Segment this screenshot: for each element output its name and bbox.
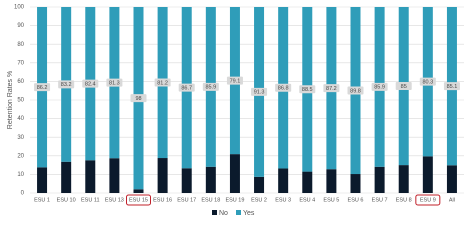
bar-segment [326,169,337,193]
data-label: 86.7 [181,85,192,91]
bar-segment [229,154,240,193]
data-label: 81.3 [109,80,120,86]
bar-segment [61,161,72,193]
legend-label: No [219,210,228,217]
data-label: 85 [401,84,407,90]
y-tick-label: 30 [17,135,24,141]
y-tick-label: 10 [17,172,24,178]
data-label-box [58,80,75,89]
legend-swatch [236,210,241,215]
data-label-box [395,82,412,91]
y-tick-label: 70 [17,60,24,66]
bar-segment [398,165,409,193]
bar-segment [133,189,144,193]
bar-segment [278,168,289,193]
x-tick-label: ESU 8 [396,197,412,203]
legend-label: Yes [243,210,255,217]
x-tick-label: ESU 4 [299,197,315,203]
data-label: 86.2 [37,85,48,91]
y-axis-label: Retention Rates % [7,71,14,129]
data-label: 89.8 [350,88,361,94]
data-label-box [443,82,460,91]
x-tick-label: ESU 19 [225,197,244,203]
data-label-box [82,79,99,88]
data-label: 86.8 [278,85,289,91]
data-label: 83.2 [61,82,72,88]
x-tick-label: ESU 9 [420,197,436,203]
highlight-box [415,194,441,206]
data-label-box [323,84,340,93]
data-label-box [419,77,436,86]
data-label: 79.1 [230,78,241,84]
x-tick-label: ESU 7 [372,197,388,203]
y-tick-label: 60 [17,79,24,85]
y-tick-label: 80 [17,42,24,48]
data-label-box [251,87,268,96]
data-label-box [106,78,123,87]
data-label-box [202,82,219,91]
data-label-box [130,94,147,103]
data-label-box [299,85,316,94]
chart: Retention Rates % 0 10 20 30 40 50 60 70 80 90 100… [7,5,464,217]
y-tick-label: 90 [17,23,24,29]
x-tick-label: ESU 16 [153,197,172,203]
bar-segment [254,176,265,193]
bar-segment [37,167,48,193]
data-label-box [34,83,51,92]
bar-segment [422,156,433,193]
data-label-box [275,83,292,92]
data-label: 85.9 [374,85,385,91]
highlight-box [126,194,151,206]
x-tick-label: ESU 3 [275,197,291,203]
x-tick-label: ESU 6 [348,197,364,203]
data-label: 85.9 [205,85,216,91]
x-tick-label: ESU 5 [323,197,339,203]
bar-segment [374,166,385,193]
data-label-box [178,83,195,92]
data-label: 98 [135,96,141,102]
data-label: 81.2 [157,80,168,86]
y-tick-label: 20 [17,153,24,159]
data-label: 80.3 [422,79,433,85]
bar-segment [302,171,313,193]
x-tick-label: ESU 1 [34,197,50,203]
x-tick-label: ESU 13 [105,197,124,203]
bar-segment [350,174,361,193]
y-tick-label: 100 [14,5,25,11]
bar-segment [109,158,120,193]
x-tick-label: ESU 18 [201,197,220,203]
data-label-box [347,86,364,95]
bar-segment [85,160,96,193]
data-label: 85.1 [447,84,458,90]
data-label: 82.4 [85,81,96,87]
bar-segment [181,168,192,193]
x-tick-label: ESU 15 [129,197,148,203]
y-tick-label: 0 [21,191,25,197]
legend-swatch [212,210,217,215]
data-label: 87.2 [326,86,337,92]
x-tick-label: ESU 11 [81,197,100,203]
bar-segment [157,158,168,193]
bar-segment [446,165,457,193]
data-label: 88.5 [302,87,313,93]
bar-segment [205,166,216,193]
y-tick-label: 40 [17,116,24,122]
y-tick-label: 50 [17,98,24,104]
data-label: 91.3 [254,90,265,96]
x-tick-label: All [449,197,455,203]
data-label-box [371,82,388,91]
x-tick-label: ESU 10 [57,197,76,203]
data-label-box [154,78,171,87]
data-label-box [226,76,243,85]
x-tick-label: ESU 2 [251,197,267,203]
x-tick-label: ESU 17 [177,197,196,203]
